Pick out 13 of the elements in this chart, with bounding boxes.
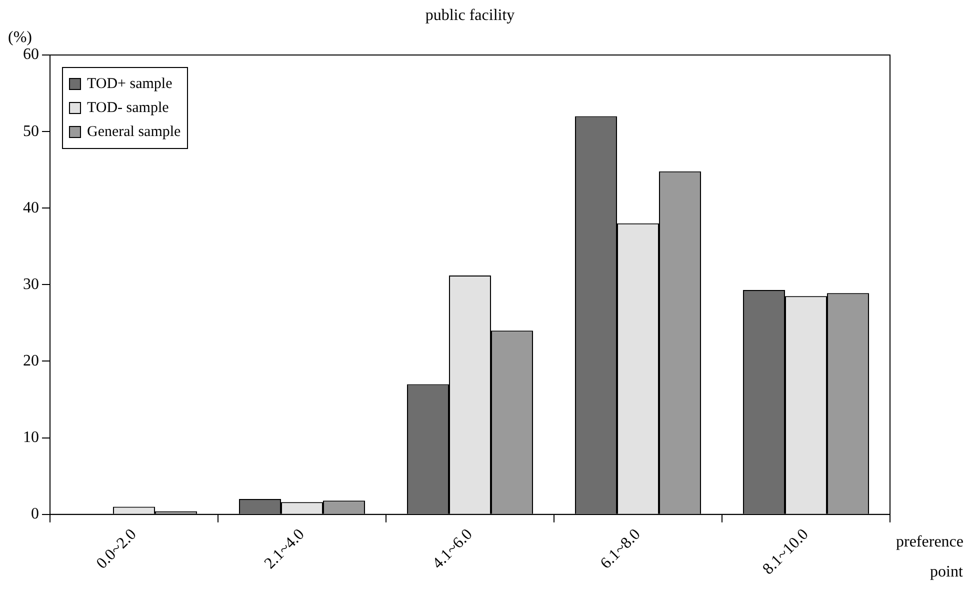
y-tick-label: 0 (31, 506, 39, 523)
y-tick-label: 50 (23, 122, 39, 140)
chart-title: public facility (425, 7, 515, 24)
x-axis-title: preference point (896, 533, 964, 580)
y-tick-label: 30 (23, 276, 39, 293)
legend-label: TOD- sample (86, 98, 170, 118)
legend-label: General sample (86, 122, 181, 142)
y-tick-label: 10 (23, 429, 39, 446)
y-tick-label: 60 (23, 46, 39, 64)
y-tick-label: 20 (23, 352, 39, 370)
y-tick-label: 40 (23, 199, 39, 216)
legend-label: TOD+ sample (86, 74, 174, 94)
y-axis-title: (%) (8, 29, 32, 46)
